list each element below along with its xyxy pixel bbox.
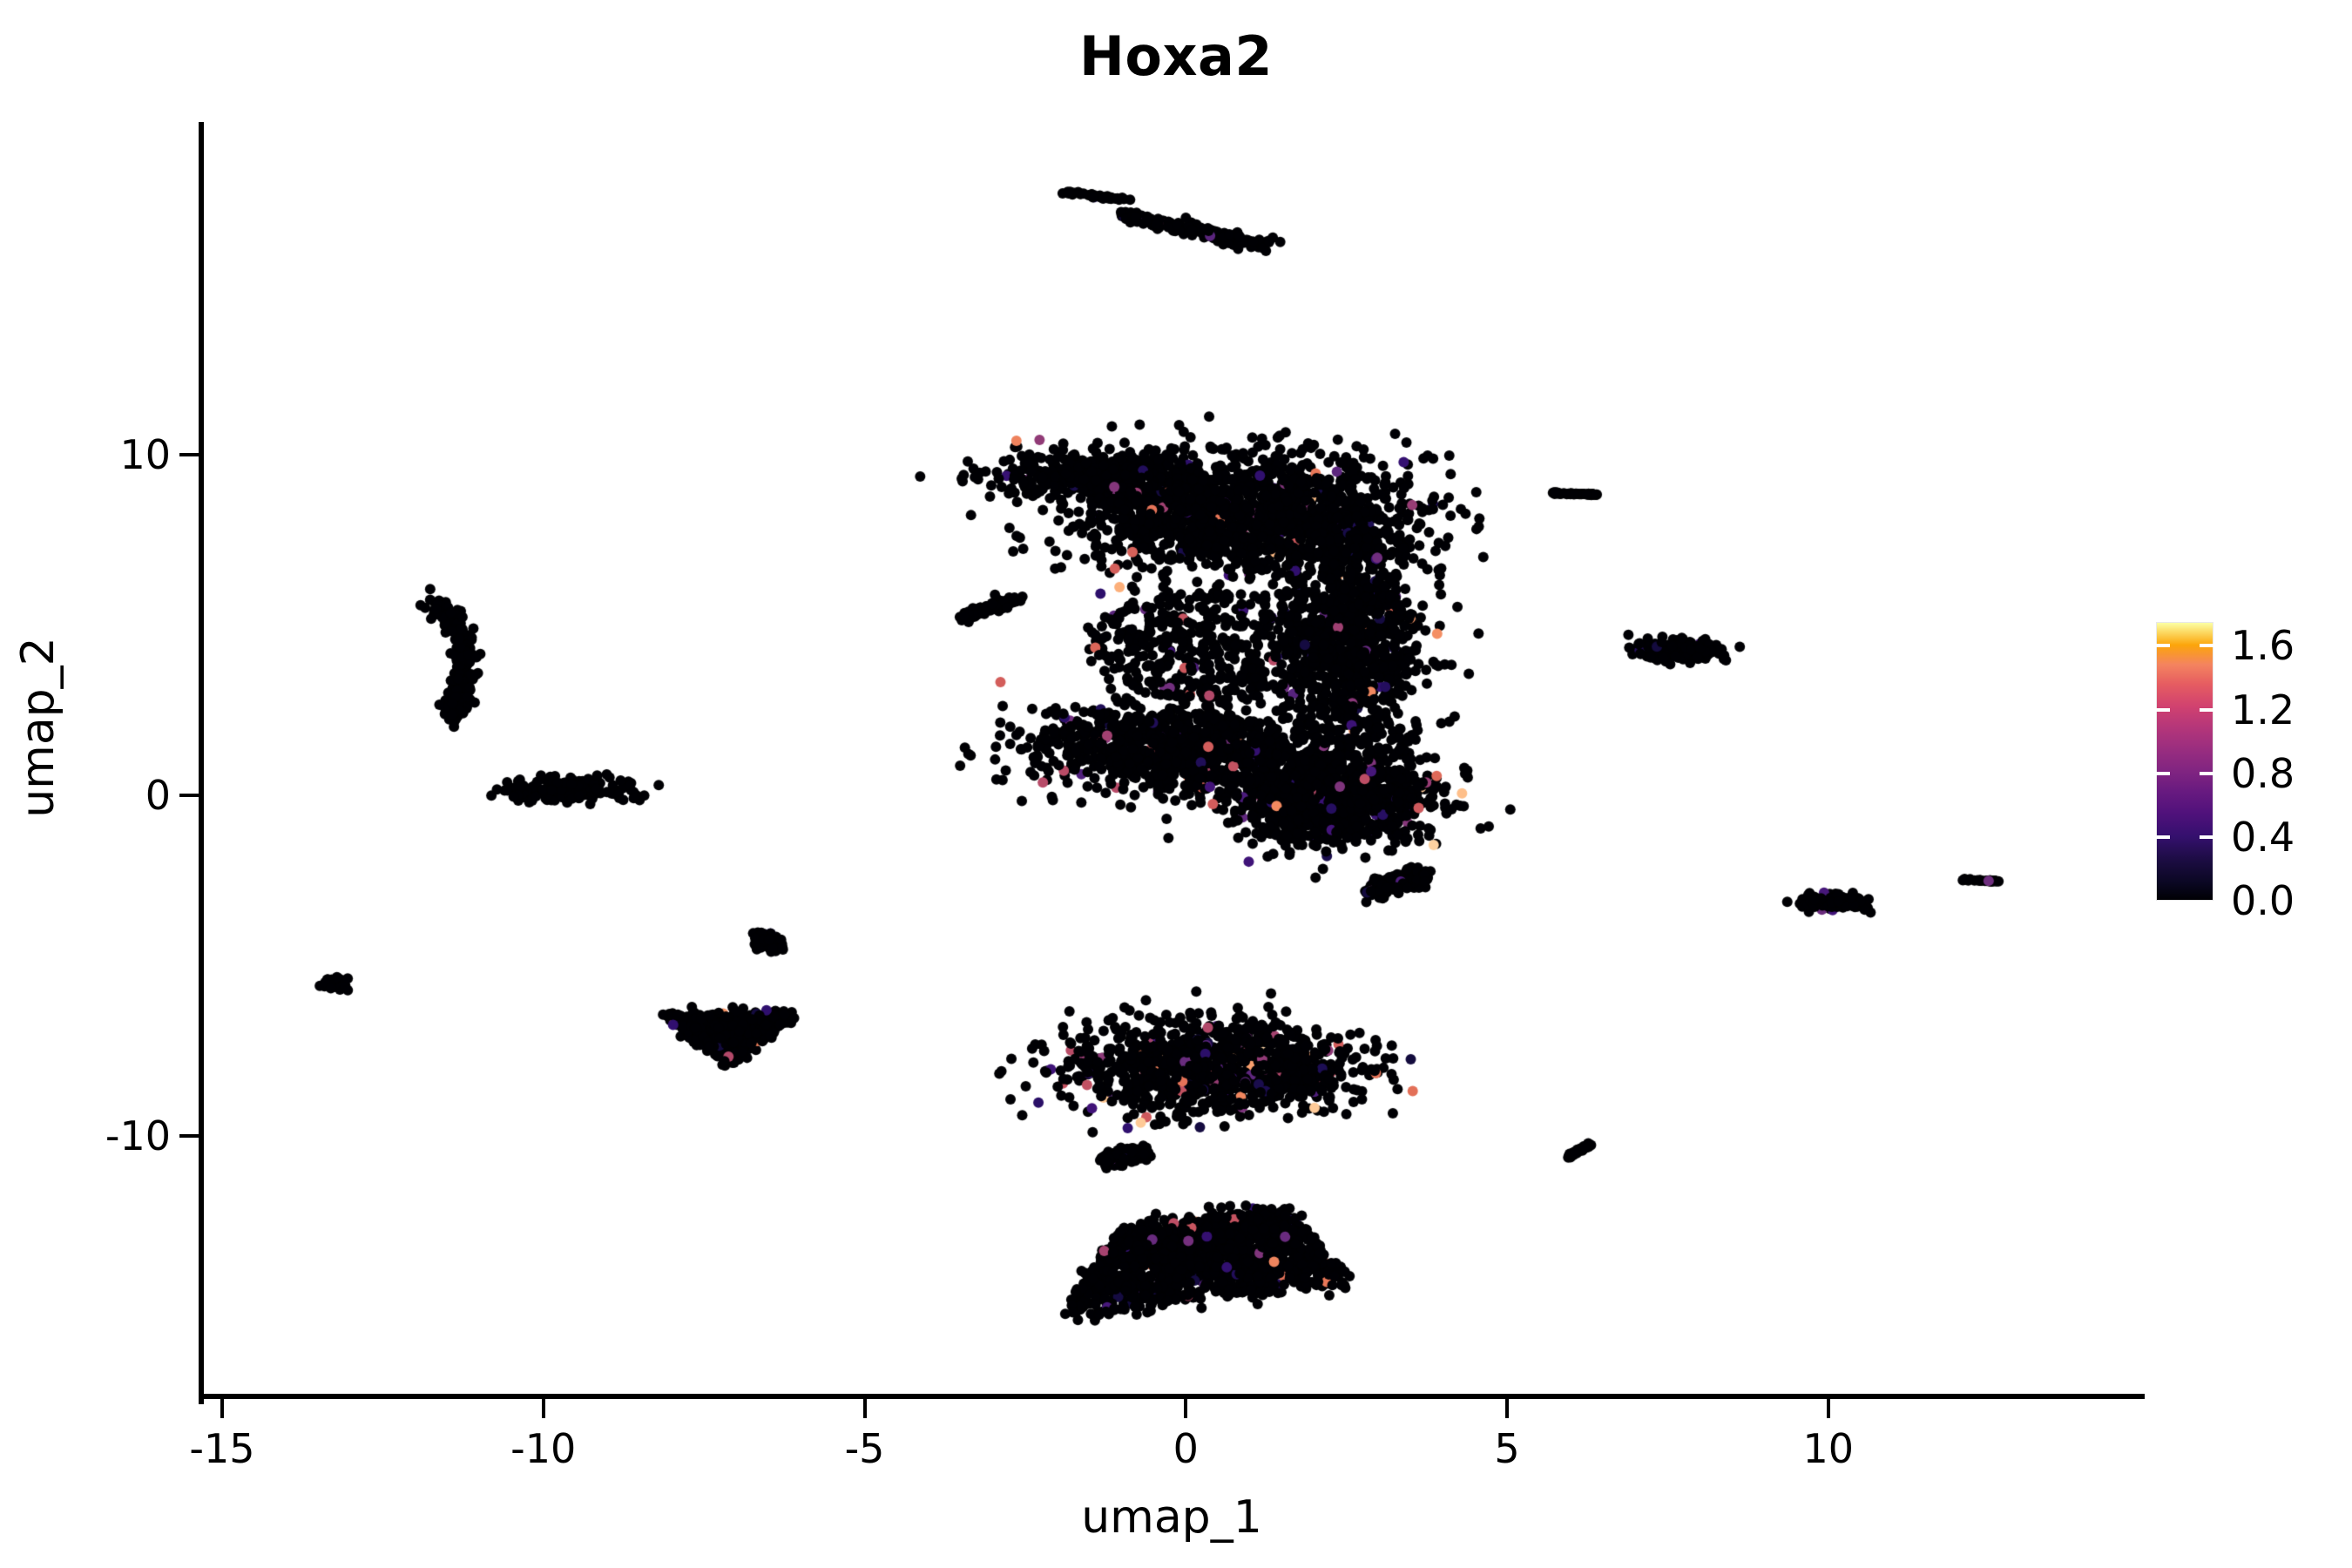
x-tick-label: -10 — [510, 1425, 577, 1472]
colorbar-gradient — [2156, 622, 2213, 901]
colorbar: 1.6 1.2 0.8 0.4 0.0 — [2156, 622, 2339, 924]
x-tick-label: 0 — [1173, 1425, 1199, 1472]
colorbar-tick-mark — [2156, 644, 2170, 648]
y-tick-mark — [179, 453, 199, 456]
x-tick-mark — [220, 1399, 224, 1418]
y-axis-spine — [199, 122, 204, 1404]
colorbar-tick-mark — [2200, 835, 2213, 839]
y-tick-mark — [179, 794, 199, 797]
y-tick-label: -10 — [105, 1112, 171, 1159]
x-tick-label: 5 — [1494, 1425, 1520, 1472]
x-tick-mark — [1505, 1399, 1509, 1418]
x-tick-label: -5 — [844, 1425, 885, 1472]
colorbar-tick-mark — [2200, 707, 2213, 712]
y-tick-mark — [179, 1134, 199, 1138]
y-axis-label: umap_2 — [12, 637, 64, 818]
x-tick-mark — [862, 1399, 867, 1418]
scatter-point-cloud — [200, 122, 2143, 1399]
colorbar-tick-label: 1.6 — [2231, 622, 2295, 670]
colorbar-tick-mark — [2156, 835, 2170, 839]
page-title: Hoxa2 — [1079, 24, 1273, 88]
colorbar-tick-label: 0.4 — [2231, 813, 2295, 861]
x-tick-mark — [541, 1399, 545, 1418]
colorbar-tick-mark — [2200, 771, 2213, 775]
colorbar-tick-label: 0.8 — [2231, 749, 2295, 797]
colorbar-tick-mark — [2200, 644, 2213, 648]
x-axis-spine — [199, 1394, 2145, 1399]
y-tick-label: 10 — [119, 431, 171, 478]
y-tick-label: 0 — [145, 772, 171, 819]
x-tick-mark — [1826, 1399, 1830, 1418]
x-tick-label: 10 — [1802, 1425, 1855, 1472]
colorbar-tick-mark — [2156, 707, 2170, 712]
x-tick-label: -15 — [189, 1425, 255, 1472]
x-axis-label: umap_1 — [1081, 1491, 1262, 1544]
colorbar-tick-label: 0.0 — [2231, 877, 2295, 924]
x-tick-mark — [1184, 1399, 1188, 1418]
colorbar-tick-label: 1.2 — [2231, 686, 2295, 733]
colorbar-tick-mark — [2156, 771, 2170, 775]
